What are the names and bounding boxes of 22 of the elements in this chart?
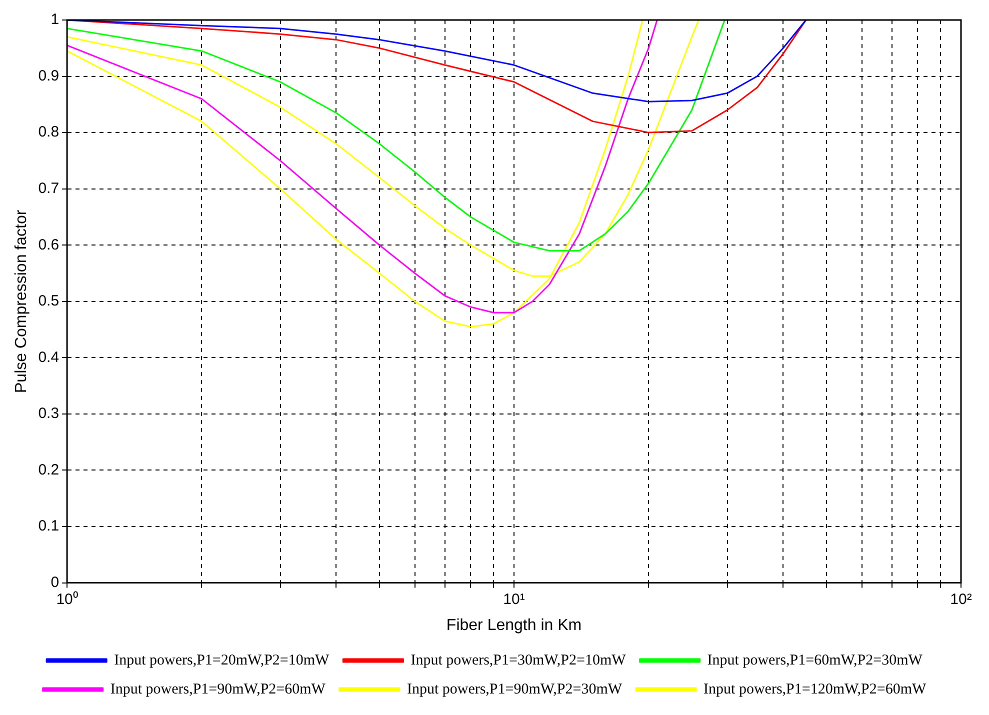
y-tick-label: 0.1 (38, 518, 60, 535)
y-tick-label: 0.6 (38, 236, 60, 254)
legend-label: Input powers,P1=60mW,P2=30mW (707, 652, 924, 668)
y-axis-title: Pulse Compression factor (13, 209, 30, 393)
y-tick-label: 0.8 (38, 124, 60, 141)
legend-label: Input powers,P1=120mW,P2=60mW (704, 681, 928, 698)
x-tick-label: 10² (950, 590, 972, 608)
x-axis-title: Fiber Length in Km (446, 616, 582, 634)
y-tick-label: 1 (50, 11, 60, 28)
legend-label: Input powers,P1=20mW,P2=10mW (114, 652, 330, 668)
y-tick-label: 0.7 (38, 180, 60, 197)
y-tick-label: 0 (50, 574, 60, 591)
x-tick-label: 10¹ (503, 590, 525, 608)
legend-label: Input powers,P1=30mW,P2=10mW (410, 652, 627, 668)
y-tick-label: 0.5 (38, 292, 60, 310)
y-tick-label: 0.3 (38, 405, 60, 422)
y-tick-label: 0.9 (38, 67, 60, 84)
legend-label: Input powers,P1=90mW,P2=60mW (110, 681, 326, 698)
y-tick-label: 0.2 (38, 461, 60, 478)
legend-label: Input powers,P1=90mW,P2=30mW (406, 681, 623, 698)
y-tick-label: 0.4 (38, 348, 60, 366)
x-tick-label: 10⁰ (56, 590, 78, 608)
